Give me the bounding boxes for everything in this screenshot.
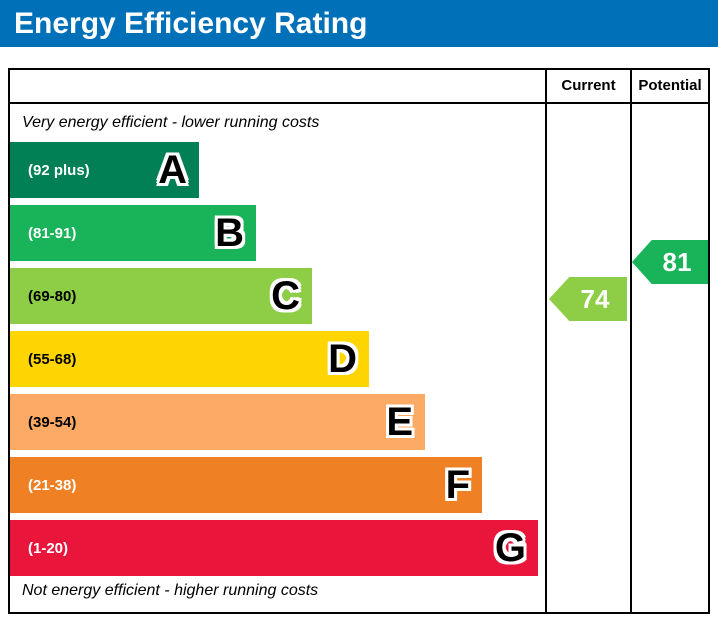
band-row-d: (55-68) D <box>10 331 369 387</box>
band-row-c: (69-80) C <box>10 268 312 324</box>
band-f-range-label: (21-38) <box>28 476 77 494</box>
header-divider <box>10 102 708 104</box>
current-column-header: Current <box>561 77 616 94</box>
current-rating-value: 74 <box>580 283 610 314</box>
rating-bands: (92 plus) A (81-91) B (69-80) C (55-68) … <box>10 142 538 583</box>
band-c-letter: C <box>271 274 300 318</box>
potential-rating-arrow: 81 <box>632 240 708 284</box>
band-g-range-label: (1-20) <box>28 539 69 557</box>
band-b-range-label: (81-91) <box>28 224 77 242</box>
band-a-letter: A <box>158 148 187 192</box>
band-b-letter: B <box>215 211 244 255</box>
current-rating-arrow: 74 <box>549 277 627 321</box>
band-e-letter: E <box>386 400 413 444</box>
potential-column-divider <box>630 70 632 612</box>
bottom-note: Not energy efficient - higher running co… <box>22 582 319 599</box>
band-a-range-label: (92 plus) <box>28 161 90 179</box>
band-g-letter: G <box>494 526 526 570</box>
epc-chart: Current Potential Very energy efficient … <box>8 68 710 614</box>
top-note: Very energy efficient - lower running co… <box>22 114 320 131</box>
band-row-g: (1-20) G <box>10 520 538 576</box>
potential-rating-value: 81 <box>662 246 692 277</box>
page-title: Energy Efficiency Rating <box>0 0 718 47</box>
band-row-e: (39-54) E <box>10 394 425 450</box>
potential-column-header: Potential <box>638 77 702 94</box>
band-row-f: (21-38) F <box>10 457 482 513</box>
band-f-letter: F <box>445 463 470 507</box>
band-row-a: (92 plus) A <box>10 142 199 198</box>
band-d-letter: D <box>328 337 357 381</box>
band-e-range-label: (39-54) <box>28 413 77 431</box>
band-d-range-label: (55-68) <box>28 350 77 368</box>
band-row-b: (81-91) B <box>10 205 256 261</box>
current-column-divider <box>545 70 547 612</box>
band-c-range-label: (69-80) <box>28 287 77 305</box>
